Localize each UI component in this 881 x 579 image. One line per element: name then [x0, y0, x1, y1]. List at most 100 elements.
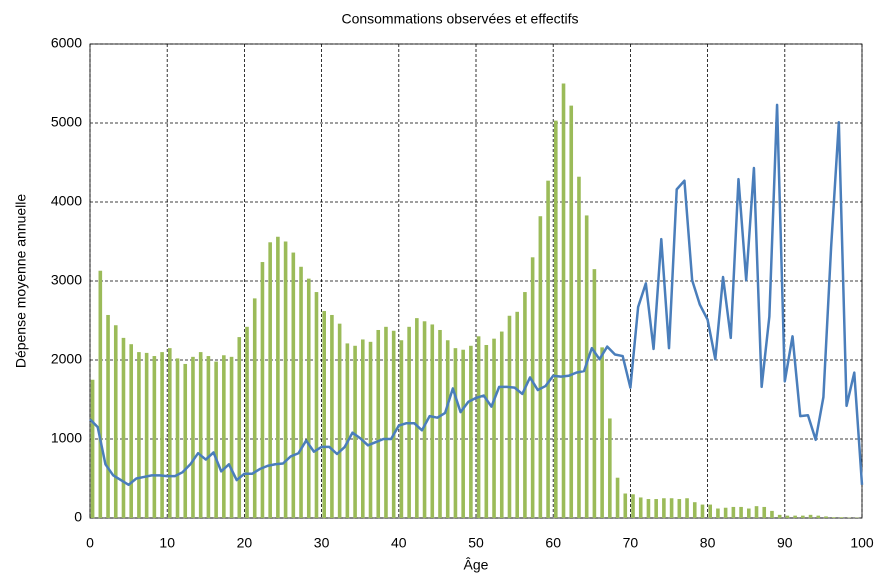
bar — [561, 83, 566, 518]
bar — [268, 242, 272, 519]
x-tick-label: 20 — [237, 535, 253, 551]
bar — [654, 499, 658, 518]
bar — [98, 270, 103, 518]
bar — [306, 278, 311, 518]
bar — [353, 345, 357, 518]
line — [89, 103, 864, 487]
x-tick-label: 90 — [777, 535, 793, 551]
bar — [831, 517, 836, 518]
bar — [106, 314, 110, 518]
bar — [368, 341, 373, 518]
bar — [191, 356, 195, 518]
bar — [222, 355, 226, 518]
bar — [245, 326, 249, 518]
bar — [391, 330, 396, 518]
bar — [577, 176, 581, 518]
bar — [662, 498, 666, 518]
bar — [801, 515, 805, 518]
x-tick-label: 70 — [623, 535, 639, 551]
bar — [476, 336, 481, 518]
bar — [430, 324, 435, 518]
bar — [499, 331, 504, 518]
bar — [183, 363, 188, 518]
bar — [492, 338, 496, 518]
bar — [739, 506, 743, 518]
y-tick-label: 5000 — [51, 114, 82, 130]
bar — [168, 348, 172, 518]
bar — [291, 252, 296, 518]
bar — [469, 345, 473, 518]
bar — [438, 329, 442, 518]
bar — [600, 347, 604, 518]
bar — [523, 292, 527, 518]
x-tick-label: 100 — [850, 535, 874, 551]
bar — [152, 356, 157, 518]
bar — [631, 494, 635, 518]
y-tick-label: 4000 — [51, 193, 82, 209]
bar — [337, 323, 342, 518]
bar — [175, 358, 180, 518]
bar — [484, 344, 489, 518]
bar — [445, 340, 450, 518]
bar — [762, 506, 767, 518]
bar — [754, 506, 759, 518]
bar — [260, 262, 265, 518]
bar — [376, 329, 381, 518]
x-tick-label: 40 — [391, 535, 407, 551]
bar — [507, 315, 512, 518]
bar — [113, 325, 118, 518]
bar — [322, 311, 326, 518]
bar — [731, 506, 736, 518]
bar — [90, 379, 95, 518]
bar — [808, 514, 813, 518]
bar — [816, 515, 821, 518]
bar — [299, 266, 303, 518]
bar — [345, 343, 350, 518]
bar — [677, 499, 682, 518]
bar — [314, 292, 319, 518]
bar — [723, 507, 728, 518]
x-tick-label: 0 — [86, 535, 94, 551]
bar — [716, 508, 720, 518]
bar — [206, 356, 211, 518]
x-tick-label: 80 — [700, 535, 716, 551]
bar — [384, 326, 388, 518]
y-axis-label: Dépense moyenne annuelle — [13, 194, 29, 369]
bar — [700, 504, 705, 518]
bar — [399, 340, 404, 518]
bar — [330, 314, 334, 518]
bar — [615, 477, 620, 518]
bar — [160, 352, 164, 518]
y-tick-label: 6000 — [51, 35, 82, 51]
chart-title: Consommations observées et effectifs — [341, 11, 578, 27]
bar — [252, 298, 257, 518]
bar — [777, 514, 782, 518]
bar — [229, 356, 234, 518]
bar — [638, 497, 643, 518]
bar — [538, 216, 543, 518]
y-tick-label: 1000 — [51, 430, 82, 446]
bar — [121, 337, 126, 518]
bar — [623, 493, 628, 518]
bar — [685, 498, 689, 518]
y-tick-label: 2000 — [51, 351, 82, 367]
bar — [824, 516, 828, 518]
x-axis-label: Âge — [464, 557, 489, 573]
bar — [198, 352, 203, 518]
bar — [608, 418, 612, 518]
bar — [770, 510, 774, 518]
x-tick-label: 50 — [468, 535, 484, 551]
bar — [554, 120, 558, 518]
bar — [592, 269, 597, 518]
bar — [283, 241, 288, 518]
bar — [237, 337, 242, 518]
bar — [461, 349, 465, 518]
bar — [646, 499, 651, 518]
bar — [569, 105, 574, 519]
x-tick-label: 60 — [545, 535, 561, 551]
bar — [422, 321, 427, 518]
bar — [708, 504, 712, 518]
bar — [530, 257, 535, 518]
bar — [515, 311, 519, 518]
